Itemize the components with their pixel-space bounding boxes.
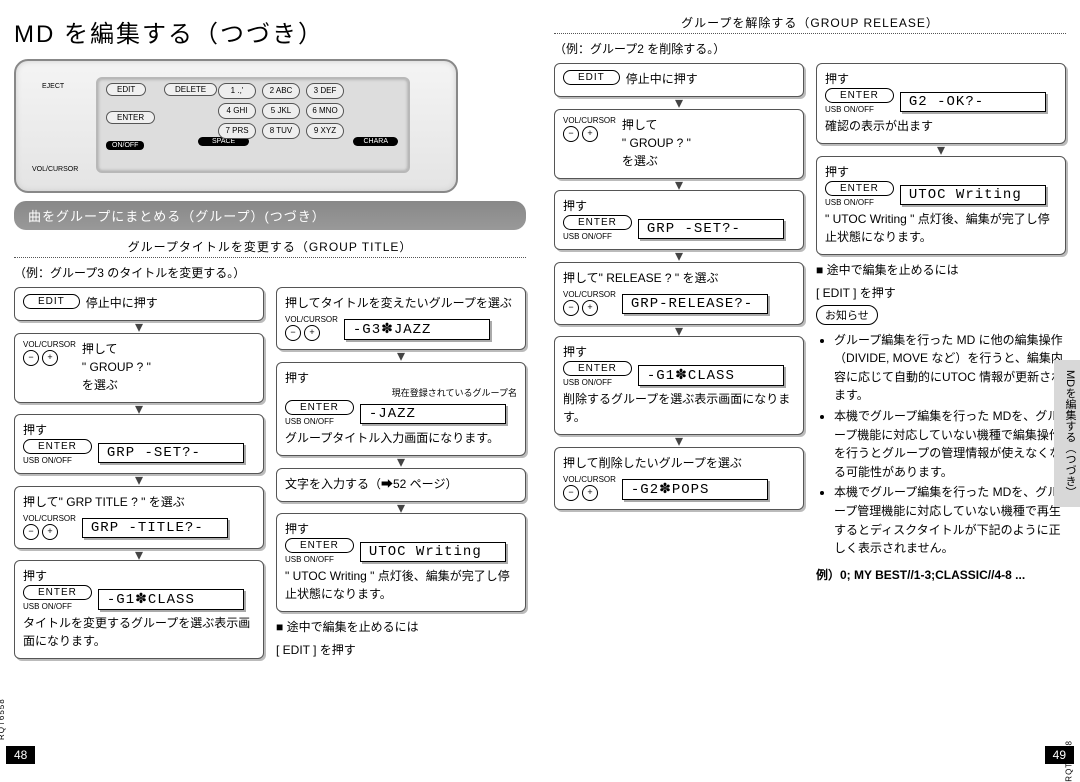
step: 押す ENTER USB ON/OFF UTOC Writing " UTOC … [816,156,1066,255]
stop-edit-txt: [ EDIT ] を押す [276,641,526,658]
stop-edit-hdr: ■ 途中で編集を止めるには [816,261,1066,278]
page-title: MD を編集する（つづき） [14,14,526,49]
step: VOL/CURSOR −+ 押して " GROUP ? " を選ぶ [554,109,804,179]
step: 押して" RELEASE ? " を選ぶ VOL/CURSOR −+ GRP-R… [554,262,804,325]
edit-key: EDIT [106,83,146,96]
lcd: -G2✽POPS [622,479,768,500]
step: EDIT 停止中に押す [14,287,264,321]
step: 押して削除したいグループを選ぶ VOL/CURSOR −+ -G2✽POPS [554,447,804,510]
example-string: 例）0; MY BEST//1-3;CLASSIC//4-8 ... [816,566,1066,583]
enter-button: ENTER [825,88,894,103]
enter-button: ENTER [23,585,92,600]
step: 押してタイトルを変えたいグループを選ぶ VOL/CURSOR −+ -G3✽JA… [276,287,526,350]
numpad: 1 .,' 2 ABC 3 DEF 4 GHI 5 JKL 6 MNO 7 PR… [218,83,344,139]
lcd: UTOC Writing [900,185,1046,205]
volcursor-label: VOL/CURSOR [32,166,78,173]
step: 押す 現在登録されているグループ名 ENTER USB ON/OFF -JAZZ… [276,362,526,457]
lcd: -G1✽CLASS [638,365,784,386]
example-left: （例：グループ3 のタイトルを変更する。） [14,264,526,281]
step: 押す ENTER USB ON/OFF GRP -SET?- [14,414,264,474]
edit-button: EDIT [563,70,620,85]
stop-edit-hdr: ■ 途中で編集を止めるには [276,618,526,635]
onoff-key: ON/OFF [106,141,144,150]
lcd: GRP -SET?- [98,443,244,463]
enter-button: ENTER [563,361,632,376]
lcd: GRP-RELEASE?- [622,294,768,314]
notice-badge: お知らせ [816,305,878,325]
lcd: -G1✽CLASS [98,589,244,610]
page-number: 48 [6,746,35,764]
example-right: （例：グループ2 を削除する。） [554,40,1066,57]
step: 文字を入力する（➡52 ページ） [276,468,526,502]
enter-button: ENTER [285,400,354,415]
step: VOL/CURSOR −+ 押して " GROUP ? " を選ぶ [14,333,264,403]
lcd: UTOC Writing [360,542,506,562]
delete-key: DELETE [164,83,217,96]
rqt-code: RQT6558 [0,698,6,740]
enter-button: ENTER [563,215,632,230]
enter-button: ENTER [285,538,354,553]
step: 押す ENTER USB ON/OFF G2 -OK?- 確認の表示が出ます [816,63,1066,144]
chara-key: CHARA [353,137,398,146]
lcd: GRP -SET?- [638,219,784,239]
remote-diagram: EJECT VOL/CURSOR EDIT DELETE ENTER ON/OF… [14,59,458,193]
notice-list: グループ編集を行った MD に他の編集操作（DIVIDE, MOVE など）を行… [820,331,1066,558]
step: EDIT 停止中に押す [554,63,804,97]
subtitle-right: グループを解除する（GROUP RELEASE） [554,14,1066,31]
step: 押す ENTER USB ON/OFF UTOC Writing " UTOC … [276,513,526,612]
step: 押す ENTER USB ON/OFF -G1✽CLASS 削除するグループを選… [554,336,804,435]
lcd: G2 -OK?- [900,92,1046,112]
enter-button: ENTER [825,181,894,196]
step: 押して" GRP TITLE ? " を選ぶ VOL/CURSOR −+ GRP… [14,486,264,549]
enter-button: ENTER [23,439,92,454]
subtitle-left: グループタイトルを変更する（GROUP TITLE） [14,238,526,255]
enter-key: ENTER [106,111,155,124]
edit-button: EDIT [23,294,80,309]
lcd: GRP -TITLE?- [82,518,228,538]
rqt-code: RQT6558 [1065,740,1074,782]
step: 押す ENTER USB ON/OFF -G1✽CLASS タイトルを変更するグ… [14,560,264,659]
side-tab: MDを編集する（つづき） [1054,360,1080,507]
lcd: -G3✽JAZZ [344,319,490,340]
lcd: -JAZZ [360,404,506,424]
eject-label: EJECT [42,83,64,90]
step: 押す ENTER USB ON/OFF GRP -SET?- [554,190,804,250]
stop-edit-txt: [ EDIT ] を押す [816,284,1066,301]
section-bar: 曲をグループにまとめる（グループ）(つづき） [14,201,526,230]
